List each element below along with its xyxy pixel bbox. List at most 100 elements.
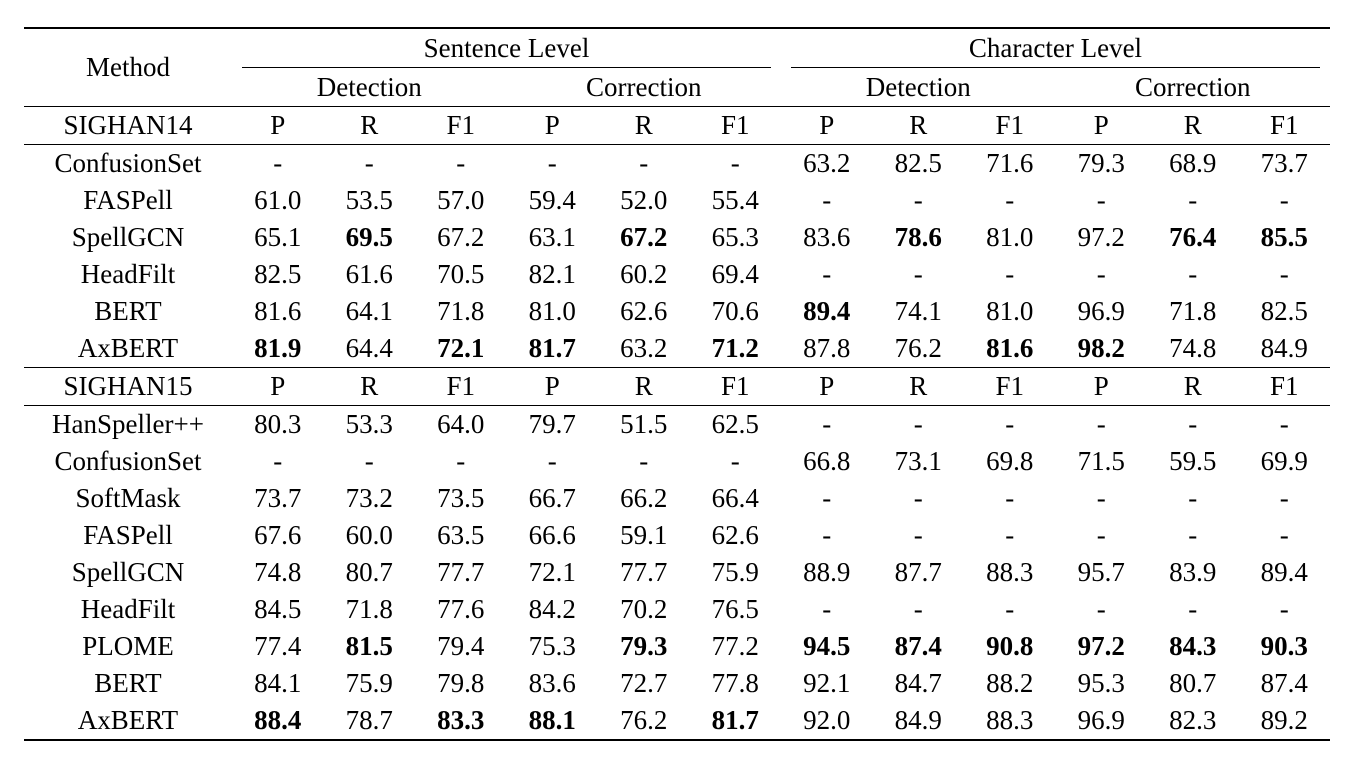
value-cell: 79.3 [1077,148,1125,178]
value-cell: - [1279,185,1289,215]
metric-header-cell: P [232,106,324,145]
value-cell: 89.4 [803,296,851,326]
value-cell: 96.9 [1077,296,1125,326]
value-cell: 62.5 [711,409,759,439]
value-cell: 95.3 [1077,668,1125,698]
value-cell: - [456,446,466,476]
value-cell: 67.6 [254,520,302,550]
value-cell: 79.4 [437,631,485,661]
value-cell: - [1005,520,1015,550]
method-cell: ConfusionSet [54,446,202,476]
value-cell: 82.3 [1169,705,1217,735]
table-row: HanSpeller++ 80.3 53.3 64.0 79.7 51.5 62.5 - - - -… [24,406,1330,444]
value-cell: 87.8 [781,330,873,368]
value-cell: 73.5 [437,483,485,513]
value-cell: 85.5 [1260,222,1308,252]
value-cell: - [639,446,649,476]
dataset-cell: SIGHAN15 [24,367,232,406]
value-cell: 77.7 [437,557,485,587]
value-cell: 71.2 [689,330,781,368]
table-row: PLOME 77.4 81.5 79.4 75.3 79.3 77.2 94.5 87.4 90.… [24,628,1330,665]
method-cell: PLOME [82,631,174,661]
value-cell: 62.6 [711,520,759,550]
table-row: SpellGCN 65.1 69.5 67.2 63.1 67.2 65.3 83.6 78.6… [24,219,1330,256]
value-cell: - [1279,409,1289,439]
value-cell: 71.8 [437,296,485,326]
value-cell: - [1188,259,1198,289]
value-cell: 84.1 [254,668,302,698]
value-cell: 78.6 [894,222,942,252]
value-cell: 79.3 [620,631,668,661]
value-cell: 69.9 [1260,446,1308,476]
value-cell: - [913,259,923,289]
table-row: FASPell 67.6 60.0 63.5 66.6 59.1 62.6 - - - - - - [24,517,1330,554]
value-cell: 73.7 [254,483,302,513]
dataset-cell: SIGHAN14 [24,106,232,145]
value-cell: - [822,185,832,215]
value-cell: 81.6 [964,330,1056,368]
table-row: HeadFilt 84.5 71.8 77.6 84.2 70.2 76.5 - - - - - - [24,591,1330,628]
value-cell: 74.8 [254,557,302,587]
value-cell: 83.6 [528,668,576,698]
value-cell: 87.7 [894,557,942,587]
value-cell: 75.3 [528,631,576,661]
value-cell: 68.9 [1169,148,1217,178]
value-cell: - [822,520,832,550]
value-cell: 71.6 [986,148,1034,178]
value-cell: - [1188,594,1198,624]
task-header-sentence-detection: Detection [232,68,507,107]
value-cell: - [1096,483,1106,513]
value-cell: 81.5 [345,631,393,661]
value-cell: 76.4 [1169,222,1217,252]
table-row: ConfusionSet - - - - - - 66.8 73.1 69.8 71.5 59.5 69… [24,443,1330,480]
value-cell: - [547,148,557,178]
method-cell: SoftMask [75,483,181,513]
value-cell: - [1096,520,1106,550]
table-row: BERT 81.6 64.1 71.8 81.0 62.6 70.6 89.4 74.1 81.0… [24,293,1330,330]
value-cell: 71.5 [1077,446,1125,476]
header-level-row: Method Sentence Level Character Level [24,28,1330,107]
value-cell: 70.5 [437,259,485,289]
value-cell: 67.2 [620,222,668,252]
method-cell: BERT [94,296,162,326]
method-cell: AxBERT [24,330,232,368]
value-cell: 98.2 [1055,330,1147,368]
value-cell: 84.5 [254,594,302,624]
value-cell: 77.6 [437,594,485,624]
value-cell: - [913,594,923,624]
value-cell: 88.2 [986,668,1034,698]
value-cell: 80.7 [1169,668,1217,698]
value-cell: 75.9 [345,668,393,698]
value-cell: 81.6 [254,296,302,326]
metric-header-cell: F1 [964,106,1056,145]
results-table: Method Sentence Level Character Level De… [24,27,1330,741]
value-cell: 76.2 [620,705,668,735]
value-cell: - [1005,594,1015,624]
value-cell: 89.4 [1260,557,1308,587]
value-cell: 84.7 [894,668,942,698]
value-cell: - [1279,520,1289,550]
value-cell: - [730,148,740,178]
value-cell: 88.3 [986,557,1034,587]
value-cell: 82.5 [894,148,942,178]
results-table-body: SIGHAN14 P R F1 P R F1 P R F1 P R F1 ConfusionSet - - - -… [24,106,1330,741]
metric-header-cell: R [323,367,415,406]
value-cell: 70.6 [711,296,759,326]
task-header-sentence-correction: Correction [506,68,781,107]
value-cell: 77.4 [254,631,302,661]
value-cell: 67.2 [437,222,485,252]
table-row: SpellGCN 74.8 80.7 77.7 72.1 77.7 75.9 88.9 87.7… [24,554,1330,591]
table-row: AxBERT 88.4 78.7 83.3 88.1 76.2 81.7 92.0 84.9 88… [24,702,1330,740]
value-cell: - [1096,185,1106,215]
value-cell: 80.3 [254,409,302,439]
value-cell: 60.0 [345,520,393,550]
value-cell: 81.7 [506,330,598,368]
value-cell: 69.5 [345,222,393,252]
value-cell: 83.3 [437,705,485,735]
task-header-character-detection: Detection [781,68,1056,107]
value-cell: 82.1 [528,259,576,289]
value-cell: 63.1 [528,222,576,252]
value-cell: - [913,483,923,513]
value-cell: 88.1 [528,705,576,735]
value-cell: 80.7 [345,557,393,587]
